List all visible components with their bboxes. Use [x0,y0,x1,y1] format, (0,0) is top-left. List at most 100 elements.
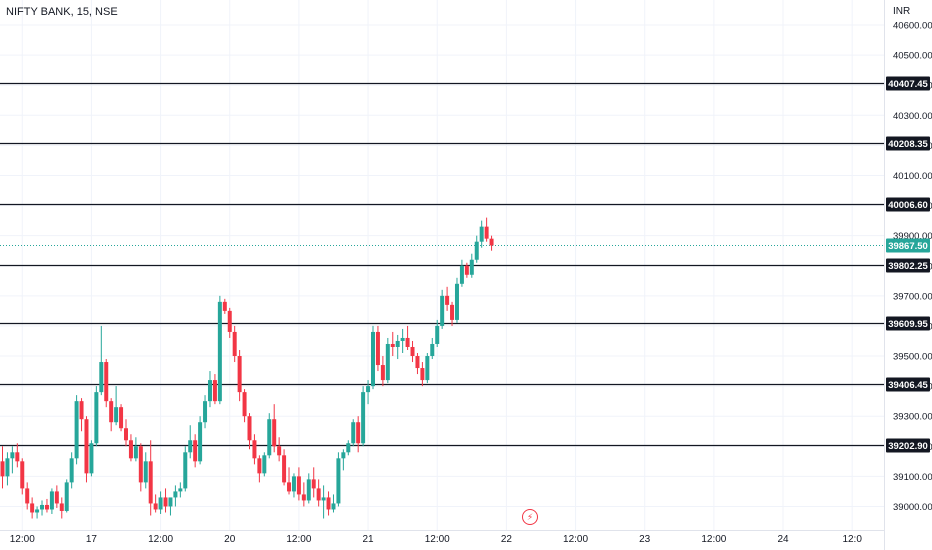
candle-body [291,476,296,492]
candle-body [198,422,203,462]
candle-body [296,476,301,495]
candle-body [247,416,252,441]
candle-body [484,226,489,239]
candle-body [173,491,178,498]
candle-body [425,356,430,381]
candle-body [40,504,45,510]
level-label-bg [886,76,930,91]
candle-body [405,337,410,347]
last-price-label-bg [886,238,930,253]
candle-body [321,497,326,501]
candle-body [489,238,494,246]
candle-body [440,295,445,326]
candle-body [54,491,59,504]
candle-body [153,503,158,510]
time-axis-label: 12:00 [425,534,450,545]
candle-body [64,482,69,511]
candle-body [267,419,272,456]
level-label-bg [886,377,930,392]
candle-body [237,356,242,393]
candle-body [227,310,232,332]
price-axis-label: 39100.00 [893,472,932,483]
candle-body [326,497,331,510]
level-label: 40208.35 [888,139,928,150]
candle-body [207,380,212,402]
candle-body [79,401,84,420]
candle-body [282,455,287,483]
price-axis-label: 39700.00 [893,291,932,302]
candle-body [410,346,415,357]
candle-body [232,331,237,357]
candle-body [30,503,35,513]
candle-body [445,295,450,305]
price-axis-label: 39300.00 [893,412,932,423]
candle-body [385,343,390,381]
price-axis-label: 40100.00 [893,171,932,182]
candle-body [59,503,64,511]
level-label: 39406.45 [888,380,928,391]
candle-body [464,265,469,275]
candle-body [316,488,321,501]
candle-body [390,343,395,347]
level-label: 39202.90 [888,441,928,452]
candle-body [183,452,188,489]
candle-body [336,458,341,504]
candle-body [331,503,336,510]
candle-body [89,443,94,474]
candle-body [74,401,79,459]
candle-body [361,392,366,444]
candle-body [35,509,40,513]
candle-body [20,461,25,489]
time-axis-label: 12:0 [842,534,862,545]
candle-body [49,491,54,510]
candle-body [459,265,464,284]
candle-body [311,479,316,489]
flash-icon[interactable]: ⚡ [522,509,538,525]
candle-body [435,325,440,344]
candle-body [371,331,375,387]
candle-body [257,458,262,474]
level-label-bg [886,197,930,212]
candle-body [366,386,371,393]
candle-body [124,428,128,441]
candle-body [375,331,380,366]
symbol-title: NIFTY BANK, 15, NSE [6,6,118,18]
last-price-label: 39867.50 [888,241,928,252]
candle-body [469,259,474,275]
candle-body [252,440,257,459]
level-label: 39609.95 [888,319,928,330]
time-axis-label: 12:00 [701,534,726,545]
candle-body [158,497,163,510]
level-label-bg [886,136,930,151]
time-axis-label: 17 [86,534,98,545]
time-axis-label: 12:00 [148,534,173,545]
candle-body [356,422,361,444]
candle-body [188,440,193,453]
level-label-bg [886,258,930,273]
price-axis-label: 40600.00 [893,21,932,32]
candle-body [479,226,484,242]
level-label-bg [886,438,930,453]
candle-body [474,241,479,260]
candle-body [10,452,15,459]
candle-body [5,458,10,477]
candle-body [69,458,74,483]
candle-body [99,362,104,393]
candle-body [143,461,148,483]
candle-body [0,461,5,477]
time-axis-label: 22 [501,534,513,545]
level-label: 39802.25 [888,261,928,272]
candle-body [128,440,133,459]
candle-body [351,422,356,444]
candle-body [346,443,351,453]
candle-body [450,304,455,320]
candle-body [148,461,153,504]
price-axis-label: 39000.00 [893,502,932,513]
time-axis-label: 12:00 [563,534,588,545]
time-axis-label: 23 [639,534,651,545]
candle-body [163,497,168,507]
candle-body [94,392,99,444]
candle-body [104,362,109,402]
